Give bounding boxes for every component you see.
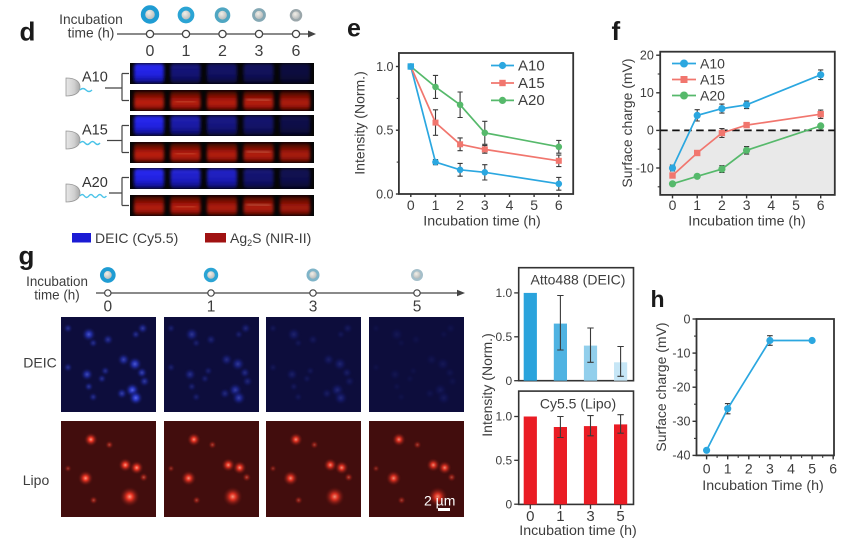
svg-text:Surface charge (mV): Surface charge (mV) [619,58,635,187]
svg-text:3: 3 [481,197,489,213]
svg-text:-30: -30 [672,415,690,429]
svg-text:5: 5 [792,197,800,213]
svg-text:A15: A15 [82,123,108,139]
svg-text:6: 6 [292,43,301,60]
svg-text:1: 1 [693,197,701,213]
svg-text:6: 6 [817,197,825,213]
svg-text:Incubation time (h): Incubation time (h) [423,213,541,229]
svg-text:2 µm: 2 µm [424,493,455,509]
svg-text:-10: -10 [636,161,654,175]
svg-text:Incubation: Incubation [26,274,88,289]
svg-text:1.0: 1.0 [496,286,513,300]
svg-text:-20: -20 [672,381,690,395]
svg-text:Incubation Time (h): Incubation Time (h) [702,478,823,494]
svg-text:1.0: 1.0 [376,60,393,74]
svg-text:3: 3 [743,197,751,213]
svg-text:0.5: 0.5 [496,454,513,468]
svg-text:2: 2 [718,197,726,213]
svg-text:4: 4 [506,197,514,213]
svg-text:0.0: 0.0 [376,187,393,201]
svg-text:A20: A20 [518,92,545,109]
svg-text:3: 3 [586,508,594,525]
svg-text:4: 4 [787,461,795,477]
svg-text:20: 20 [640,49,654,63]
svg-text:0: 0 [506,374,513,388]
svg-text:A10: A10 [518,57,545,74]
svg-text:0: 0 [684,312,691,326]
svg-text:6: 6 [829,461,837,477]
svg-text:4: 4 [767,197,775,213]
svg-text:e: e [347,15,361,43]
svg-text:3: 3 [255,43,264,60]
svg-text:Cy5.5 (Lipo): Cy5.5 (Lipo) [540,396,616,412]
svg-text:DEIC (Cy5.5): DEIC (Cy5.5) [95,230,178,246]
svg-text:A20: A20 [700,87,725,103]
svg-text:10: 10 [640,86,654,100]
svg-text:0: 0 [647,124,654,138]
svg-text:2: 2 [456,197,464,213]
svg-text:h: h [651,286,665,312]
svg-text:0: 0 [506,497,513,511]
svg-text:A10: A10 [700,55,725,71]
svg-text:-40: -40 [672,449,690,463]
svg-text:0: 0 [146,43,155,60]
svg-text:A10: A10 [82,70,108,86]
svg-text:0: 0 [526,508,534,525]
svg-text:6: 6 [555,197,563,213]
svg-text:Incubation time (h): Incubation time (h) [688,213,806,229]
svg-text:0: 0 [103,299,112,316]
svg-text:5: 5 [616,508,624,525]
svg-text:A15: A15 [700,71,725,87]
svg-text:Intensity (Norm.): Intensity (Norm.) [479,333,495,436]
svg-text:DEIC: DEIC [23,354,56,370]
svg-text:0: 0 [703,461,711,477]
svg-text:Intensity (Norm.): Intensity (Norm.) [352,71,368,174]
svg-text:2: 2 [218,43,227,60]
svg-text:time (h): time (h) [34,288,79,303]
svg-text:5: 5 [808,461,816,477]
svg-text:5: 5 [413,299,422,316]
svg-text:1: 1 [432,197,440,213]
svg-text:5: 5 [530,197,538,213]
svg-text:2: 2 [745,461,753,477]
svg-text:0.5: 0.5 [496,330,513,344]
svg-text:time (h): time (h) [68,26,115,41]
svg-text:Incubation time (h): Incubation time (h) [519,523,637,539]
svg-text:d: d [20,16,36,46]
svg-text:Surface charge (mV): Surface charge (mV) [653,322,669,451]
svg-text:1: 1 [207,299,216,316]
svg-text:1: 1 [182,43,191,60]
svg-text:-10: -10 [672,346,690,360]
svg-text:A15: A15 [518,75,545,92]
svg-text:g: g [19,241,35,271]
svg-text:Incubation: Incubation [59,12,123,27]
svg-text:A20: A20 [82,175,108,191]
svg-text:1: 1 [556,508,564,525]
svg-text:Ag2S (NIR-II): Ag2S (NIR-II) [230,230,311,248]
svg-text:1: 1 [724,461,732,477]
svg-text:0: 0 [669,197,677,213]
svg-text:Lipo: Lipo [23,472,50,488]
svg-text:0: 0 [407,197,415,213]
svg-text:3: 3 [309,299,318,316]
svg-text:0.5: 0.5 [376,124,393,138]
svg-text:1.0: 1.0 [496,410,513,424]
svg-text:f: f [612,16,621,46]
svg-text:Atto488 (DEIC): Atto488 (DEIC) [531,272,626,288]
svg-text:3: 3 [766,461,774,477]
